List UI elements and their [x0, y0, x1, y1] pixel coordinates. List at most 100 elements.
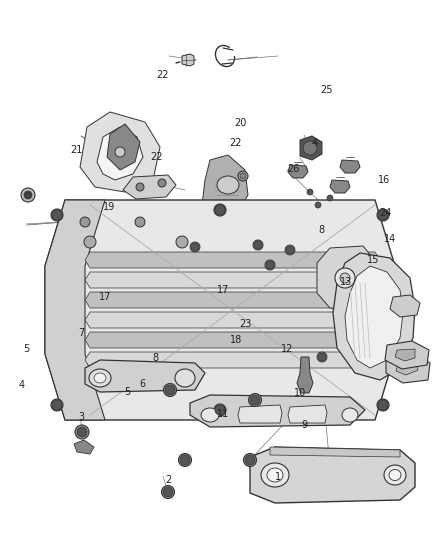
Polygon shape — [182, 54, 194, 66]
Ellipse shape — [214, 204, 226, 216]
Ellipse shape — [175, 369, 195, 387]
Polygon shape — [85, 332, 380, 348]
Ellipse shape — [378, 210, 388, 220]
Ellipse shape — [163, 487, 173, 497]
Polygon shape — [80, 234, 195, 252]
Polygon shape — [297, 357, 313, 393]
Text: 5: 5 — [23, 344, 29, 354]
Polygon shape — [238, 405, 282, 423]
Ellipse shape — [77, 427, 87, 437]
Ellipse shape — [377, 399, 389, 411]
Ellipse shape — [244, 454, 257, 466]
Ellipse shape — [162, 486, 174, 498]
Ellipse shape — [24, 191, 32, 199]
Polygon shape — [85, 292, 380, 308]
Polygon shape — [270, 447, 400, 457]
Ellipse shape — [21, 188, 35, 202]
Polygon shape — [85, 352, 380, 368]
Ellipse shape — [115, 147, 125, 157]
Text: 9: 9 — [301, 421, 307, 430]
Ellipse shape — [317, 352, 327, 362]
Text: 26: 26 — [287, 165, 300, 174]
Polygon shape — [333, 253, 415, 380]
Ellipse shape — [340, 273, 350, 283]
Ellipse shape — [163, 384, 177, 397]
Ellipse shape — [377, 209, 389, 221]
Polygon shape — [123, 175, 176, 199]
Ellipse shape — [389, 470, 401, 481]
Polygon shape — [395, 349, 415, 361]
Polygon shape — [85, 272, 380, 288]
Text: 22: 22 — [157, 70, 169, 79]
Ellipse shape — [52, 400, 62, 410]
Ellipse shape — [248, 393, 261, 407]
Ellipse shape — [265, 260, 275, 270]
Ellipse shape — [245, 455, 255, 465]
Ellipse shape — [250, 395, 260, 405]
Ellipse shape — [89, 369, 111, 387]
Ellipse shape — [181, 456, 188, 464]
Polygon shape — [390, 295, 420, 317]
Ellipse shape — [318, 353, 326, 361]
Ellipse shape — [307, 189, 313, 195]
Polygon shape — [396, 361, 418, 375]
Ellipse shape — [238, 171, 248, 181]
Text: 18: 18 — [230, 335, 243, 345]
Ellipse shape — [215, 205, 225, 215]
Text: 13: 13 — [340, 278, 352, 287]
Ellipse shape — [51, 209, 63, 221]
Text: 15: 15 — [367, 255, 379, 265]
Polygon shape — [300, 136, 322, 160]
Ellipse shape — [80, 217, 90, 227]
Ellipse shape — [214, 404, 226, 416]
Ellipse shape — [201, 408, 219, 422]
Polygon shape — [107, 124, 140, 170]
Ellipse shape — [52, 210, 62, 220]
Ellipse shape — [327, 195, 333, 201]
Text: 12: 12 — [281, 344, 293, 354]
Text: 8: 8 — [152, 353, 159, 363]
Text: 4: 4 — [19, 380, 25, 390]
Text: 21: 21 — [71, 146, 83, 155]
Ellipse shape — [51, 399, 63, 411]
Ellipse shape — [215, 405, 225, 415]
Text: 11: 11 — [217, 409, 230, 418]
Text: 17: 17 — [99, 293, 111, 302]
Ellipse shape — [335, 268, 355, 288]
Ellipse shape — [266, 261, 274, 269]
Text: 22: 22 — [151, 152, 163, 162]
Ellipse shape — [217, 176, 239, 194]
Ellipse shape — [342, 408, 358, 422]
Text: 4: 4 — [311, 138, 318, 148]
Ellipse shape — [315, 202, 321, 208]
Text: 2: 2 — [166, 475, 172, 484]
Text: 17: 17 — [217, 286, 230, 295]
Polygon shape — [345, 266, 403, 368]
Text: 16: 16 — [378, 175, 391, 185]
Ellipse shape — [378, 400, 388, 410]
Text: 24: 24 — [379, 208, 392, 218]
Polygon shape — [385, 341, 429, 369]
Polygon shape — [85, 252, 380, 268]
Text: 25: 25 — [320, 85, 332, 94]
Ellipse shape — [254, 241, 262, 249]
Ellipse shape — [384, 465, 406, 485]
Polygon shape — [330, 180, 350, 193]
Ellipse shape — [251, 397, 258, 403]
Polygon shape — [74, 440, 94, 454]
Polygon shape — [317, 246, 377, 310]
Text: 19: 19 — [102, 202, 115, 212]
Ellipse shape — [135, 217, 145, 227]
Ellipse shape — [25, 192, 31, 198]
Polygon shape — [85, 312, 380, 328]
Ellipse shape — [240, 173, 246, 179]
Polygon shape — [70, 214, 155, 230]
Text: 3: 3 — [78, 412, 84, 422]
Polygon shape — [202, 155, 248, 220]
Polygon shape — [45, 200, 105, 420]
Ellipse shape — [191, 243, 199, 251]
Text: 1: 1 — [275, 472, 281, 481]
Text: 8: 8 — [319, 225, 325, 235]
Ellipse shape — [165, 385, 175, 395]
Polygon shape — [80, 112, 160, 192]
